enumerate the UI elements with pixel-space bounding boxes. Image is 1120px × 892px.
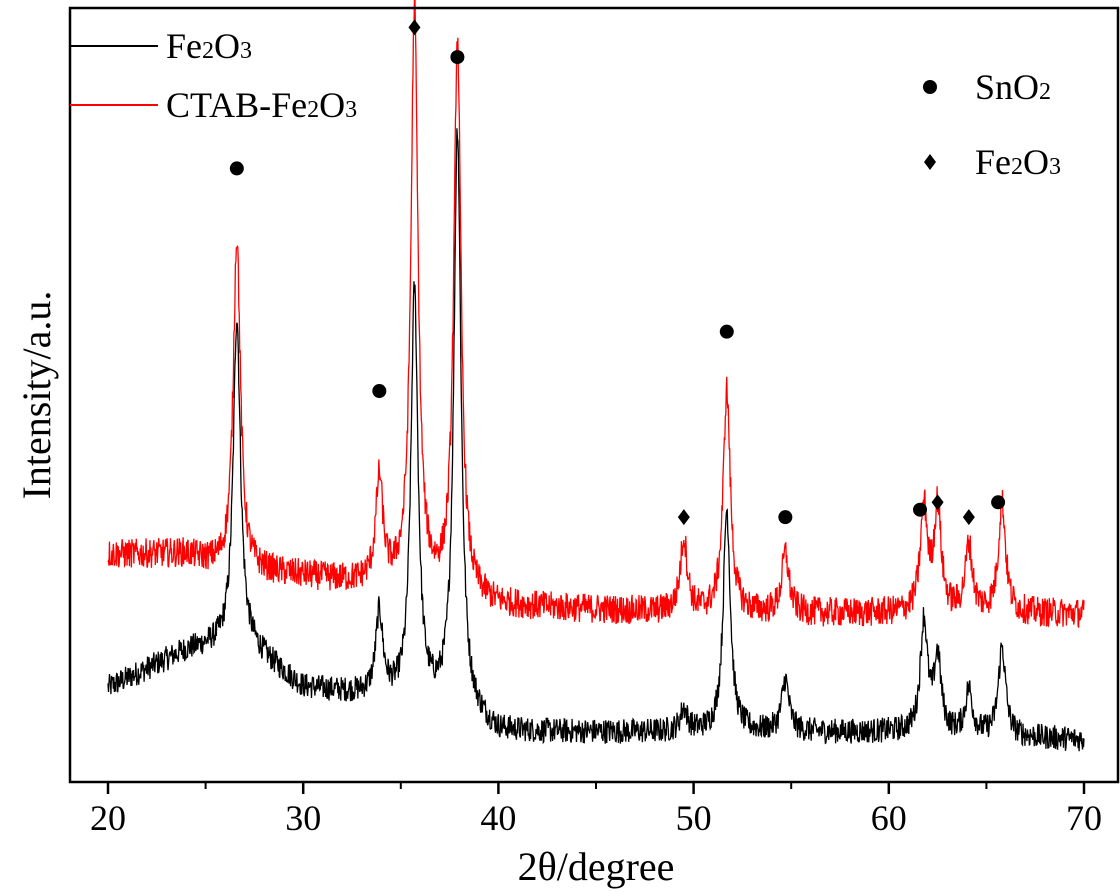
sno2-marker [991, 495, 1006, 510]
legend-entry-label: Fe2O3 [166, 26, 252, 66]
x-tick-label: 50 [676, 798, 712, 838]
x-tick-label: 60 [871, 798, 907, 838]
sno2-marker [778, 510, 793, 525]
phase-markers-layer [229, 19, 1006, 526]
x-tick-label: 40 [480, 798, 516, 838]
y-axis-title: Intensity/a.u. [14, 291, 59, 500]
fe2o3-marker [931, 494, 944, 511]
sno2-marker [229, 161, 244, 176]
curves-layer [107, 0, 1085, 752]
series-line-fe2o3 [107, 128, 1085, 752]
fe2o3-marker [962, 509, 975, 526]
series-line-ctab-fe2o3 [107, 0, 1085, 628]
x-axis-ticks: 20 30 40 50 60 70 [90, 782, 1102, 838]
x-tick-label: 30 [285, 798, 321, 838]
legend-fe2o3-symbol [924, 154, 936, 170]
symbol-legend-label: SnO2 [975, 67, 1051, 107]
sno2-marker [372, 384, 387, 398]
legend-entry-label: CTAB-Fe2O3 [166, 85, 357, 125]
plot-frame [68, 6, 1120, 784]
series-legend: Fe2O3 CTAB-Fe2O3 [70, 26, 357, 125]
sno2-marker [450, 50, 465, 65]
legend-sno2-symbol [923, 80, 937, 94]
x-axis-title: 2θ/degree [518, 844, 675, 889]
symbol-legend: SnO2 Fe2O3 [923, 67, 1061, 182]
fe2o3-marker [677, 509, 690, 526]
fe2o3-marker [408, 19, 421, 36]
symbol-legend-label: Fe2O3 [975, 142, 1061, 182]
x-tick-label: 20 [90, 798, 126, 838]
sno2-marker [719, 324, 734, 339]
x-tick-label: 70 [1066, 798, 1102, 838]
sno2-marker [913, 502, 928, 517]
